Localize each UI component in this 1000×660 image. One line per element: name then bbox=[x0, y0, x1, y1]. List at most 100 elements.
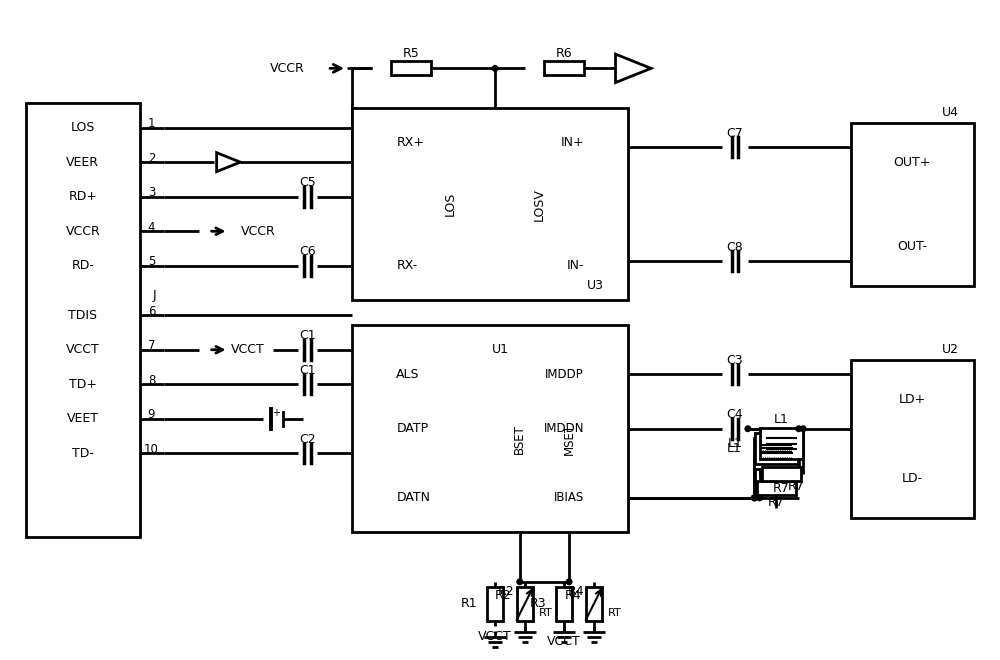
Text: DATN: DATN bbox=[396, 491, 430, 504]
Text: L1: L1 bbox=[727, 442, 741, 455]
Text: RT: RT bbox=[608, 608, 621, 618]
Text: J: J bbox=[153, 289, 156, 302]
Text: VCCT: VCCT bbox=[231, 343, 265, 356]
Text: TD+: TD+ bbox=[69, 378, 97, 391]
Bar bbox=[487, 587, 503, 621]
Text: RX+: RX+ bbox=[396, 136, 424, 149]
Text: C1: C1 bbox=[299, 364, 316, 377]
Circle shape bbox=[800, 426, 806, 432]
Bar bbox=[391, 61, 431, 75]
Text: C4: C4 bbox=[727, 409, 743, 422]
Circle shape bbox=[757, 495, 762, 501]
Text: 10: 10 bbox=[144, 443, 159, 456]
Text: TD-: TD- bbox=[72, 447, 94, 460]
Text: VEET: VEET bbox=[67, 412, 99, 425]
Text: L1: L1 bbox=[774, 413, 789, 426]
Text: C7: C7 bbox=[727, 127, 743, 140]
Text: LOS: LOS bbox=[444, 192, 457, 216]
Text: R7: R7 bbox=[788, 480, 805, 492]
Text: U3: U3 bbox=[587, 279, 604, 292]
Text: LD+: LD+ bbox=[899, 393, 926, 406]
Text: U1: U1 bbox=[492, 343, 509, 356]
Circle shape bbox=[566, 579, 572, 585]
Text: 1: 1 bbox=[148, 117, 155, 130]
Bar bbox=[352, 108, 628, 300]
Bar bbox=[851, 360, 974, 517]
Text: 2: 2 bbox=[148, 152, 155, 165]
Text: R3: R3 bbox=[530, 597, 546, 611]
Text: R2: R2 bbox=[495, 589, 512, 602]
Text: IN+: IN+ bbox=[560, 136, 584, 149]
Bar bbox=[755, 433, 798, 464]
Text: C5: C5 bbox=[299, 176, 316, 189]
Text: OUT-: OUT- bbox=[897, 240, 927, 253]
Text: C1: C1 bbox=[299, 329, 316, 343]
Circle shape bbox=[751, 495, 757, 501]
Text: VCCR: VCCR bbox=[241, 225, 275, 238]
Text: IMDDN: IMDDN bbox=[543, 422, 584, 435]
Text: VCCR: VCCR bbox=[270, 62, 305, 75]
Text: 8: 8 bbox=[148, 374, 155, 387]
Bar bbox=[586, 587, 602, 621]
Text: R4: R4 bbox=[567, 585, 584, 598]
Text: LOSV: LOSV bbox=[533, 187, 546, 220]
Text: VCCT: VCCT bbox=[547, 634, 581, 647]
Text: +: + bbox=[272, 409, 280, 418]
Bar bbox=[757, 481, 796, 495]
Circle shape bbox=[751, 495, 757, 501]
Text: IN-: IN- bbox=[566, 259, 584, 273]
Text: TDIS: TDIS bbox=[68, 309, 97, 321]
Text: 4: 4 bbox=[148, 221, 155, 234]
Text: RT: RT bbox=[539, 608, 552, 618]
Text: 7: 7 bbox=[148, 339, 155, 352]
Text: ALS: ALS bbox=[396, 368, 420, 381]
Text: MSET: MSET bbox=[563, 422, 576, 455]
Text: U4: U4 bbox=[942, 106, 959, 119]
Text: RX-: RX- bbox=[396, 259, 418, 273]
Text: VCCR: VCCR bbox=[65, 225, 100, 238]
Bar bbox=[26, 103, 140, 537]
Text: LD-: LD- bbox=[902, 472, 923, 484]
Text: R5: R5 bbox=[403, 47, 420, 60]
Text: R2: R2 bbox=[498, 585, 515, 598]
Text: 6: 6 bbox=[148, 305, 155, 317]
Bar bbox=[754, 438, 799, 469]
Text: VCCT: VCCT bbox=[66, 343, 100, 356]
Text: C3: C3 bbox=[727, 354, 743, 367]
Text: VEER: VEER bbox=[66, 156, 99, 169]
Circle shape bbox=[745, 426, 751, 432]
Text: 5: 5 bbox=[148, 255, 155, 269]
Text: RD+: RD+ bbox=[68, 190, 97, 203]
Text: 9: 9 bbox=[148, 409, 155, 422]
Text: C2: C2 bbox=[299, 433, 316, 446]
Circle shape bbox=[752, 495, 758, 501]
Circle shape bbox=[796, 426, 801, 432]
Text: RD-: RD- bbox=[71, 259, 94, 273]
Bar bbox=[544, 61, 584, 75]
Text: R6: R6 bbox=[556, 47, 572, 60]
Text: LOS: LOS bbox=[71, 121, 95, 134]
Text: R7: R7 bbox=[768, 496, 785, 510]
Text: C8: C8 bbox=[727, 240, 743, 253]
Text: C6: C6 bbox=[299, 246, 316, 259]
Text: U2: U2 bbox=[942, 343, 959, 356]
Text: OUT+: OUT+ bbox=[894, 156, 931, 169]
Bar bbox=[762, 467, 801, 481]
Bar bbox=[556, 587, 572, 621]
Bar bbox=[517, 587, 533, 621]
Bar bbox=[760, 428, 803, 459]
Text: DATP: DATP bbox=[396, 422, 428, 435]
Text: IBIAS: IBIAS bbox=[554, 491, 584, 504]
Polygon shape bbox=[616, 54, 651, 82]
Text: IMDDP: IMDDP bbox=[545, 368, 584, 381]
Polygon shape bbox=[217, 152, 240, 172]
Bar bbox=[851, 123, 974, 286]
Text: R4: R4 bbox=[564, 589, 581, 602]
Bar bbox=[352, 325, 628, 533]
Text: VCCT: VCCT bbox=[478, 630, 512, 643]
Circle shape bbox=[517, 579, 523, 585]
Text: R1: R1 bbox=[461, 597, 477, 611]
Text: 3: 3 bbox=[148, 186, 155, 199]
Text: BSET: BSET bbox=[513, 424, 526, 453]
Text: L1: L1 bbox=[728, 437, 743, 450]
